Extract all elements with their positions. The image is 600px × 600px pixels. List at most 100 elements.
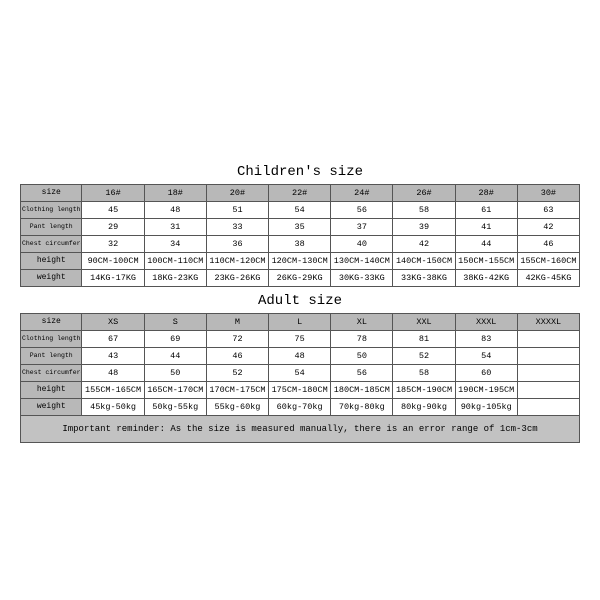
row-label: Pant length bbox=[21, 218, 82, 235]
cell: 32 bbox=[82, 235, 144, 252]
cell: XXXXL bbox=[517, 313, 579, 330]
reminder-note: Important reminder: As the size is measu… bbox=[20, 416, 580, 443]
size-chart: Children's size size 16# 18# 20# 22# 24#… bbox=[20, 158, 580, 443]
cell: 170CM-175CM bbox=[206, 381, 268, 398]
cell: 54 bbox=[269, 201, 331, 218]
cell: 52 bbox=[206, 364, 268, 381]
cell: 56 bbox=[331, 201, 393, 218]
cell: 30KG-33KG bbox=[331, 269, 393, 286]
cell bbox=[517, 398, 579, 415]
cell: M bbox=[206, 313, 268, 330]
cell: 180CM-185CM bbox=[331, 381, 393, 398]
cell: 16# bbox=[82, 184, 144, 201]
cell: 60 bbox=[455, 364, 517, 381]
cell: 36 bbox=[206, 235, 268, 252]
cell: 14KG-17KG bbox=[82, 269, 144, 286]
cell: 83 bbox=[455, 330, 517, 347]
cell: 78 bbox=[331, 330, 393, 347]
cell: 20# bbox=[206, 184, 268, 201]
cell: 75 bbox=[269, 330, 331, 347]
row-label: weight bbox=[21, 269, 82, 286]
cell: 46 bbox=[517, 235, 579, 252]
cell: S bbox=[144, 313, 206, 330]
cell: 190CM-195CM bbox=[455, 381, 517, 398]
cell: 44 bbox=[144, 347, 206, 364]
cell: 48 bbox=[144, 201, 206, 218]
cell: 18# bbox=[144, 184, 206, 201]
cell bbox=[517, 381, 579, 398]
cell: 50kg-55kg bbox=[144, 398, 206, 415]
cell: 67 bbox=[82, 330, 144, 347]
table-row: size 16# 18# 20# 22# 24# 26# 28# 30# bbox=[21, 184, 580, 201]
children-table: size 16# 18# 20# 22# 24# 26# 28# 30# Clo… bbox=[20, 184, 580, 287]
cell: 23KG-26KG bbox=[206, 269, 268, 286]
cell: 30# bbox=[517, 184, 579, 201]
cell: 63 bbox=[517, 201, 579, 218]
cell: 155CM-160CM bbox=[517, 252, 579, 269]
table-row: Clothing length 45 48 51 54 56 58 61 63 bbox=[21, 201, 580, 218]
cell: 70kg-80kg bbox=[331, 398, 393, 415]
row-label: Clothing length bbox=[21, 201, 82, 218]
cell: 18KG-23KG bbox=[144, 269, 206, 286]
cell: 43 bbox=[82, 347, 144, 364]
cell: 38KG-42KG bbox=[455, 269, 517, 286]
cell: 42KG-45KG bbox=[517, 269, 579, 286]
cell: 165CM-170CM bbox=[144, 381, 206, 398]
cell: 33 bbox=[206, 218, 268, 235]
cell: 56 bbox=[331, 364, 393, 381]
cell: 45kg-50kg bbox=[82, 398, 144, 415]
table-row: weight 14KG-17KG 18KG-23KG 23KG-26KG 26K… bbox=[21, 269, 580, 286]
cell: XL bbox=[331, 313, 393, 330]
adult-title: Adult size bbox=[20, 287, 580, 313]
cell: 26# bbox=[393, 184, 455, 201]
cell: 61 bbox=[455, 201, 517, 218]
cell: 45 bbox=[82, 201, 144, 218]
cell: XS bbox=[82, 313, 144, 330]
cell: L bbox=[269, 313, 331, 330]
table-row: Clothing length 67 69 72 75 78 81 83 bbox=[21, 330, 580, 347]
cell: XXL bbox=[393, 313, 455, 330]
cell: 41 bbox=[455, 218, 517, 235]
cell: 54 bbox=[455, 347, 517, 364]
row-label: size bbox=[21, 313, 82, 330]
cell: 39 bbox=[393, 218, 455, 235]
cell: 42 bbox=[393, 235, 455, 252]
cell: XXXL bbox=[455, 313, 517, 330]
cell bbox=[517, 364, 579, 381]
cell: 34 bbox=[144, 235, 206, 252]
row-label: height bbox=[21, 252, 82, 269]
cell: 22# bbox=[269, 184, 331, 201]
cell: 38 bbox=[269, 235, 331, 252]
cell: 58 bbox=[393, 201, 455, 218]
cell: 185CM-190CM bbox=[393, 381, 455, 398]
cell: 140CM-150CM bbox=[393, 252, 455, 269]
cell: 26KG-29KG bbox=[269, 269, 331, 286]
cell: 24# bbox=[331, 184, 393, 201]
row-label: height bbox=[21, 381, 82, 398]
cell: 42 bbox=[517, 218, 579, 235]
table-row: Chest circumference 1/2 32 34 36 38 40 4… bbox=[21, 235, 580, 252]
cell: 46 bbox=[206, 347, 268, 364]
row-label: size bbox=[21, 184, 82, 201]
row-label: weight bbox=[21, 398, 82, 415]
cell: 48 bbox=[82, 364, 144, 381]
cell: 69 bbox=[144, 330, 206, 347]
cell: 110CM-120CM bbox=[206, 252, 268, 269]
table-row: weight 45kg-50kg 50kg-55kg 55kg-60kg 60k… bbox=[21, 398, 580, 415]
cell: 175CM-180CM bbox=[269, 381, 331, 398]
cell: 54 bbox=[269, 364, 331, 381]
cell bbox=[517, 347, 579, 364]
table-row: size XS S M L XL XXL XXXL XXXXL bbox=[21, 313, 580, 330]
table-row: height 155CM-165CM 165CM-170CM 170CM-175… bbox=[21, 381, 580, 398]
cell: 90CM-100CM bbox=[82, 252, 144, 269]
cell: 130CM-140CM bbox=[331, 252, 393, 269]
cell: 52 bbox=[393, 347, 455, 364]
cell: 58 bbox=[393, 364, 455, 381]
cell: 81 bbox=[393, 330, 455, 347]
row-label: Chest circumference 1/2 bbox=[21, 235, 82, 252]
cell: 31 bbox=[144, 218, 206, 235]
table-row: Pant length 43 44 46 48 50 52 54 bbox=[21, 347, 580, 364]
cell: 48 bbox=[269, 347, 331, 364]
row-label: Chest circumference 1/2 bbox=[21, 364, 82, 381]
cell bbox=[517, 330, 579, 347]
